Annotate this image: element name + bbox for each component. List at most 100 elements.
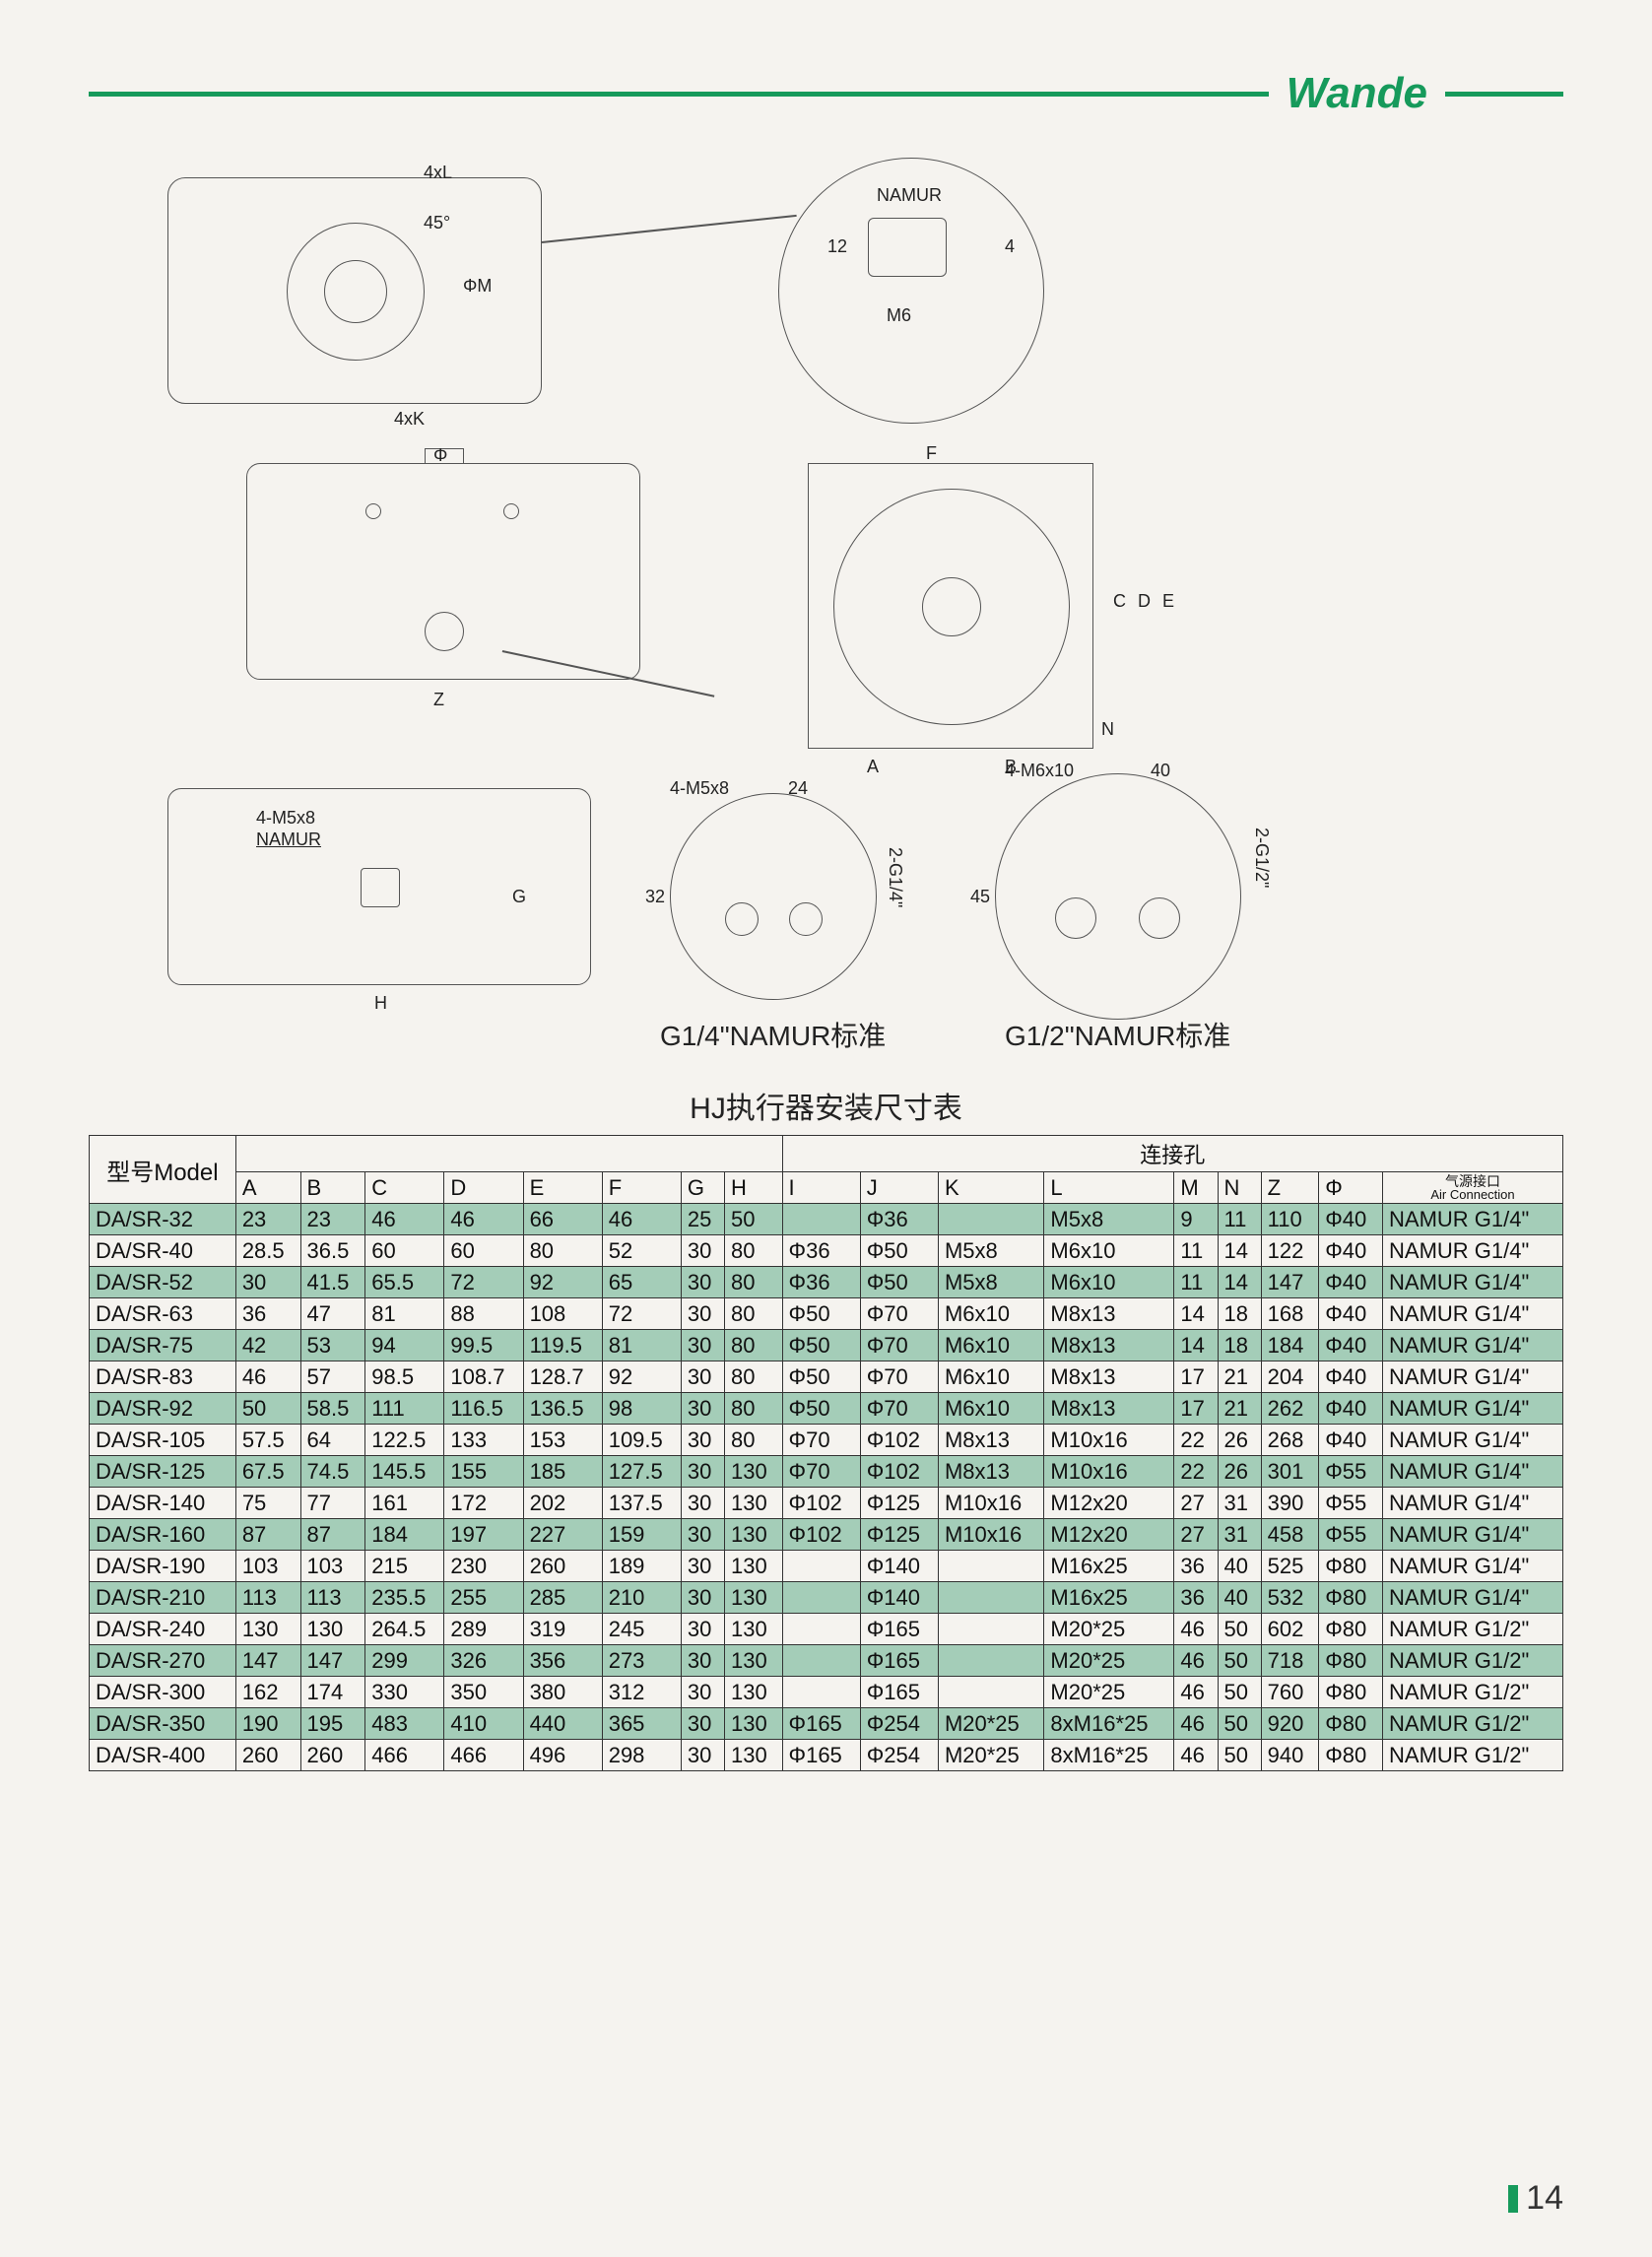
cell-value: 108.7 bbox=[444, 1361, 523, 1393]
label-g12-h: 45 bbox=[970, 887, 990, 907]
cell-value: 119.5 bbox=[523, 1330, 602, 1361]
cell-value: 227 bbox=[523, 1519, 602, 1551]
cell-value: 41.5 bbox=[300, 1267, 365, 1298]
cell-value: 28.5 bbox=[235, 1235, 300, 1267]
cell-value: 230 bbox=[444, 1551, 523, 1582]
cell-value: 185 bbox=[523, 1456, 602, 1488]
col-header: G bbox=[681, 1172, 724, 1204]
label-g14-h: 32 bbox=[645, 887, 665, 907]
cell-value: 72 bbox=[444, 1267, 523, 1298]
label-namur-bottom: NAMUR bbox=[256, 830, 321, 850]
col-header: N bbox=[1218, 1172, 1261, 1204]
col-header: E bbox=[523, 1172, 602, 1204]
label-g14-w: 24 bbox=[788, 778, 808, 799]
cell-value: M16x25 bbox=[1044, 1582, 1174, 1614]
table-row: DA/SR-322323464666462550Φ36M5x8911110Φ40… bbox=[90, 1204, 1563, 1235]
dimension-table: 型号Model 连接孔 ABCDEFGHIJKLMNZΦ气源接口Air Conn… bbox=[89, 1135, 1563, 1771]
cell-value: 9 bbox=[1174, 1204, 1218, 1235]
cell-value: Φ70 bbox=[860, 1298, 938, 1330]
cell-value: 326 bbox=[444, 1645, 523, 1677]
cell-value: Φ80 bbox=[1319, 1582, 1383, 1614]
cell-value: NAMUR G1/4" bbox=[1383, 1204, 1563, 1235]
cell-value: 30 bbox=[681, 1740, 724, 1771]
cell-value: 532 bbox=[1261, 1582, 1319, 1614]
cell-value: M8x13 bbox=[938, 1425, 1043, 1456]
header-rule-right bbox=[1445, 92, 1563, 97]
cell-value: Φ50 bbox=[782, 1393, 860, 1425]
cell-value: 289 bbox=[444, 1614, 523, 1645]
cell-value: 184 bbox=[1261, 1330, 1319, 1361]
cell-value: 22 bbox=[1174, 1425, 1218, 1456]
cell-value: 31 bbox=[1218, 1488, 1261, 1519]
cell-value: M6x10 bbox=[938, 1330, 1043, 1361]
cell-value bbox=[938, 1204, 1043, 1235]
cell-value: 161 bbox=[365, 1488, 444, 1519]
cell-value: Φ102 bbox=[782, 1519, 860, 1551]
cell-value: 312 bbox=[602, 1677, 681, 1708]
col-header: C bbox=[365, 1172, 444, 1204]
cell-value: 30 bbox=[681, 1582, 724, 1614]
brand-name: Wande bbox=[1269, 69, 1445, 118]
cell-value: Φ36 bbox=[860, 1204, 938, 1235]
cell-value: Φ55 bbox=[1319, 1488, 1383, 1519]
cell-value: 330 bbox=[365, 1677, 444, 1708]
bottom-port-cluster bbox=[425, 612, 464, 651]
cell-value: NAMUR G1/4" bbox=[1383, 1425, 1563, 1456]
table-row: DA/SR-30016217433035038031230130Φ165M20*… bbox=[90, 1677, 1563, 1708]
cell-value: 260 bbox=[300, 1740, 365, 1771]
label-namur-m6: M6 bbox=[887, 305, 911, 326]
cell-value: NAMUR G1/4" bbox=[1383, 1235, 1563, 1267]
cell-value: 64 bbox=[300, 1425, 365, 1456]
table-row: DA/SR-6336478188108723080Φ50Φ70M6x10M8x1… bbox=[90, 1298, 1563, 1330]
cell-model: DA/SR-400 bbox=[90, 1740, 236, 1771]
label-phim: ΦM bbox=[463, 276, 492, 297]
label-namur-4: 4 bbox=[1005, 236, 1015, 257]
cell-value: Φ55 bbox=[1319, 1456, 1383, 1488]
col-header: L bbox=[1044, 1172, 1174, 1204]
caption-g12: G1/2"NAMUR标准 bbox=[1005, 1015, 1230, 1054]
cell-value: M10x16 bbox=[1044, 1425, 1174, 1456]
cell-model: DA/SR-300 bbox=[90, 1677, 236, 1708]
cell-model: DA/SR-92 bbox=[90, 1393, 236, 1425]
cell-value: 30 bbox=[681, 1708, 724, 1740]
cell-value: 50 bbox=[1218, 1740, 1261, 1771]
cell-value: 130 bbox=[724, 1740, 782, 1771]
cell-value: 525 bbox=[1261, 1551, 1319, 1582]
cell-value: 87 bbox=[300, 1519, 365, 1551]
cell-value: 245 bbox=[602, 1614, 681, 1645]
cell-value: 350 bbox=[444, 1677, 523, 1708]
cell-value: 92 bbox=[523, 1267, 602, 1298]
label-4xl: 4xL bbox=[424, 163, 452, 183]
cell-value: Φ165 bbox=[860, 1614, 938, 1645]
cell-value: 30 bbox=[681, 1645, 724, 1677]
label-N: N bbox=[1101, 719, 1114, 740]
cell-value: NAMUR G1/2" bbox=[1383, 1677, 1563, 1708]
cell-value: Φ70 bbox=[860, 1330, 938, 1361]
cell-value: 197 bbox=[444, 1519, 523, 1551]
cell-value: 319 bbox=[523, 1614, 602, 1645]
cell-value: 147 bbox=[1261, 1267, 1319, 1298]
cell-value: 130 bbox=[724, 1456, 782, 1488]
cell-model: DA/SR-240 bbox=[90, 1614, 236, 1645]
cell-value: 46 bbox=[1174, 1740, 1218, 1771]
cell-value: 130 bbox=[724, 1645, 782, 1677]
cell-value: 26 bbox=[1218, 1425, 1261, 1456]
cell-value: M5x8 bbox=[1044, 1204, 1174, 1235]
table-head: 型号Model 连接孔 ABCDEFGHIJKLMNZΦ气源接口Air Conn… bbox=[90, 1136, 1563, 1204]
cell-value: Φ125 bbox=[860, 1488, 938, 1519]
cell-value: NAMUR G1/2" bbox=[1383, 1708, 1563, 1740]
cell-value: 36 bbox=[1174, 1582, 1218, 1614]
cell-value: Φ40 bbox=[1319, 1235, 1383, 1267]
table-row: DA/SR-925058.5111116.5136.5983080Φ50Φ70M… bbox=[90, 1393, 1563, 1425]
table-row: DA/SR-160878718419722715930130Φ102Φ125M1… bbox=[90, 1519, 1563, 1551]
cell-value: 30 bbox=[681, 1298, 724, 1330]
page-number-tick bbox=[1508, 2185, 1518, 2213]
table-row: DA/SR-12567.574.5145.5155185127.530130Φ7… bbox=[90, 1456, 1563, 1488]
cell-value: M6x10 bbox=[1044, 1235, 1174, 1267]
cell-value: 262 bbox=[1261, 1393, 1319, 1425]
label-namur-12: 12 bbox=[827, 236, 847, 257]
cell-value: M12x20 bbox=[1044, 1488, 1174, 1519]
cell-value bbox=[938, 1677, 1043, 1708]
cell-value: NAMUR G1/4" bbox=[1383, 1582, 1563, 1614]
cell-value: M8x13 bbox=[1044, 1361, 1174, 1393]
